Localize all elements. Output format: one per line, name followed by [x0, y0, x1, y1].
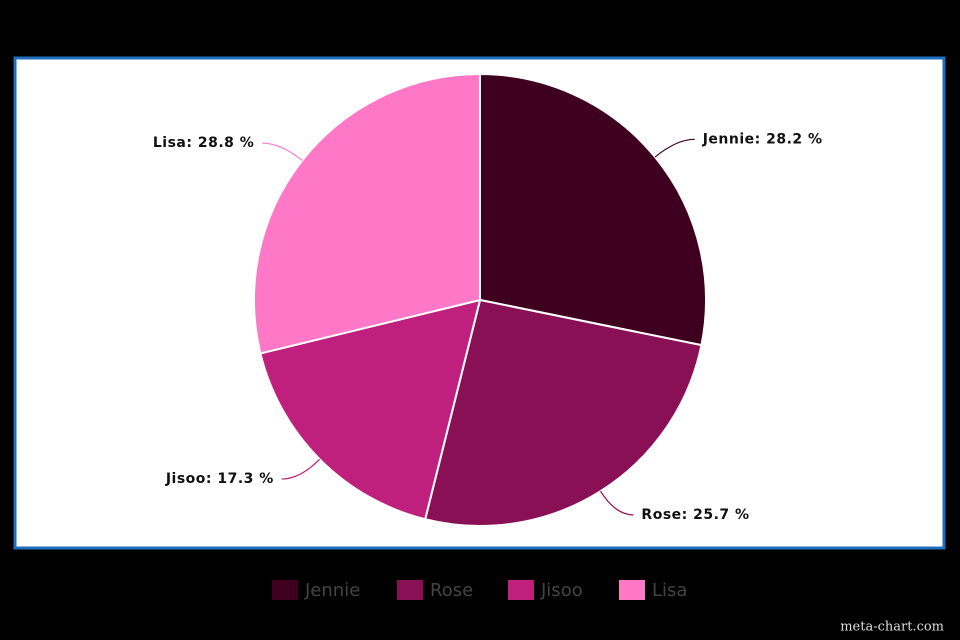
legend-swatch [272, 580, 298, 600]
legend-label: Jisoo [540, 580, 583, 601]
data-label: Lisa: 28.8 % [153, 135, 254, 151]
pie-slice [479, 72, 707, 347]
pie-slice [423, 298, 703, 527]
legend-swatch [619, 580, 645, 600]
legend-swatch [508, 580, 534, 600]
data-label: Jennie: 28.2 % [702, 131, 823, 147]
leader-line [262, 142, 303, 161]
legend-label: Lisa [652, 580, 687, 601]
pie-slice [253, 72, 481, 355]
data-label: Jisoo: 17.3 % [165, 471, 274, 487]
watermark: meta-chart.com [840, 620, 944, 635]
legend-label: Jennie [304, 580, 360, 601]
data-label: Rose: 25.7 % [641, 507, 749, 523]
leader-line [599, 490, 634, 516]
legend-swatch [397, 580, 423, 600]
legend-label: Rose [430, 580, 473, 601]
leader-line [654, 138, 695, 158]
leader-line [281, 458, 321, 480]
